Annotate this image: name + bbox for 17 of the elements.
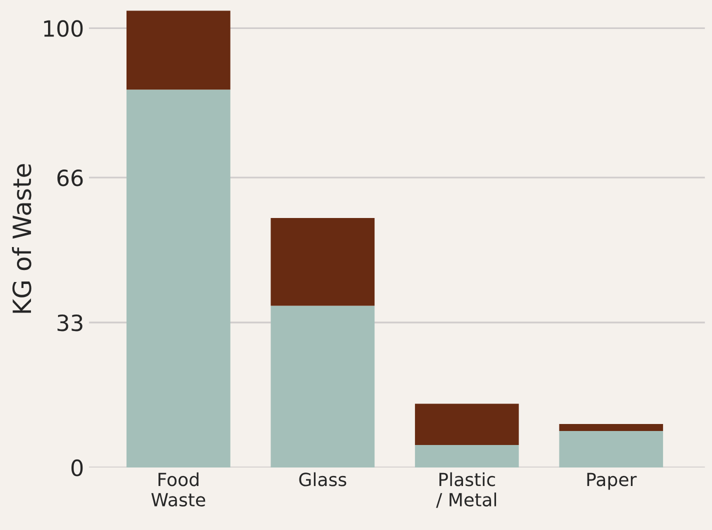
y-tick-label: 100 (44, 20, 83, 37)
bar (270, 218, 375, 306)
bar (126, 10, 230, 90)
bar (270, 306, 375, 468)
bar (414, 445, 519, 468)
y-tick-label: 66 (57, 169, 83, 186)
bar (126, 90, 230, 468)
bar (414, 404, 519, 446)
bar (559, 431, 664, 468)
y-tick-label: 0 (71, 459, 83, 476)
x-tick-label: Paper (587, 472, 637, 490)
y-axis-title: KG of Waste (12, 164, 32, 313)
x-tick-label: Glass (299, 472, 346, 486)
x-tick-label: Food Waste (151, 472, 206, 507)
bar (559, 424, 664, 431)
y-tick-label: 33 (58, 314, 82, 332)
x-tick-label: Plastic / Metal (436, 472, 496, 508)
